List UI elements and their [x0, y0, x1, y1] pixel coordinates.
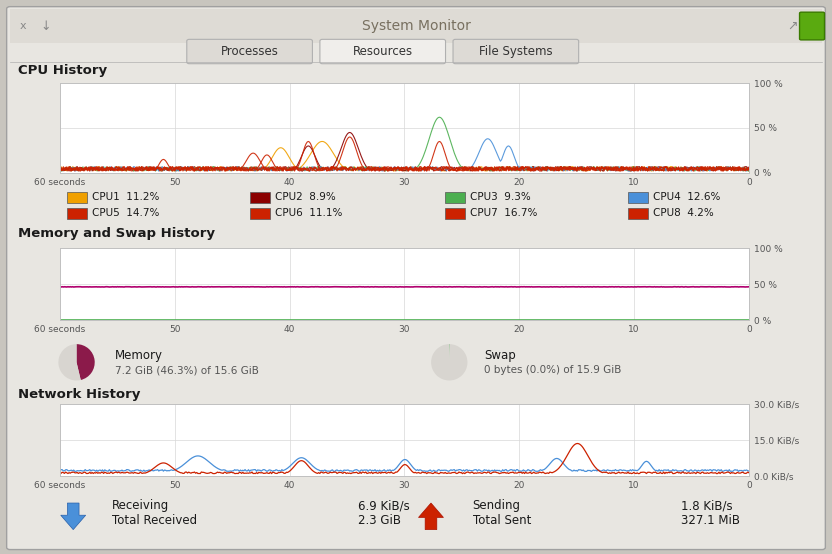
Bar	[628, 192, 648, 203]
Bar	[67, 192, 87, 203]
Text: CPU4  12.6%: CPU4 12.6%	[653, 192, 721, 202]
FancyBboxPatch shape	[319, 39, 446, 64]
Text: CPU3  9.3%: CPU3 9.3%	[470, 192, 531, 202]
Bar	[67, 208, 87, 219]
Text: x: x	[20, 21, 27, 31]
Text: File Systems: File Systems	[479, 45, 552, 58]
Text: 2.3 GiB: 2.3 GiB	[358, 514, 401, 527]
Text: ↓: ↓	[41, 19, 51, 33]
Text: Swap: Swap	[484, 349, 516, 362]
Text: Total Sent: Total Sent	[473, 514, 531, 527]
FancyBboxPatch shape	[7, 7, 825, 550]
Wedge shape	[58, 344, 81, 381]
Bar	[250, 208, 270, 219]
Text: CPU History: CPU History	[18, 64, 107, 78]
Wedge shape	[77, 344, 95, 380]
Text: Network History: Network History	[18, 388, 141, 401]
Text: ↗: ↗	[787, 19, 797, 33]
FancyBboxPatch shape	[186, 39, 312, 64]
Text: Processes: Processes	[220, 45, 279, 58]
Text: Total Received: Total Received	[112, 514, 197, 527]
Text: CPU7  16.7%: CPU7 16.7%	[470, 208, 537, 218]
Text: 7.2 GiB (46.3%) of 15.6 GiB: 7.2 GiB (46.3%) of 15.6 GiB	[115, 365, 259, 375]
FancyArrow shape	[61, 503, 86, 530]
Text: Memory: Memory	[115, 349, 163, 362]
Text: System Monitor: System Monitor	[362, 19, 470, 33]
Text: CPU6  11.1%: CPU6 11.1%	[275, 208, 342, 218]
Text: 6.9 KiB/s: 6.9 KiB/s	[358, 499, 409, 512]
Text: Receiving: Receiving	[112, 499, 170, 512]
Bar	[445, 208, 465, 219]
Text: Resources: Resources	[353, 45, 413, 58]
Text: CPU8  4.2%: CPU8 4.2%	[653, 208, 714, 218]
Bar	[628, 208, 648, 219]
Text: CPU1  11.2%: CPU1 11.2%	[92, 192, 159, 202]
Text: 327.1 MiB: 327.1 MiB	[681, 514, 740, 527]
Wedge shape	[431, 344, 468, 381]
FancyBboxPatch shape	[453, 39, 579, 64]
FancyArrow shape	[418, 503, 443, 530]
Text: 1.8 KiB/s: 1.8 KiB/s	[681, 499, 732, 512]
Bar	[250, 192, 270, 203]
FancyBboxPatch shape	[800, 12, 825, 40]
Text: CPU2  8.9%: CPU2 8.9%	[275, 192, 335, 202]
Bar	[10, 9, 822, 43]
Text: 0 bytes (0.0%) of 15.9 GiB: 0 bytes (0.0%) of 15.9 GiB	[484, 365, 622, 375]
Text: Sending: Sending	[473, 499, 521, 512]
Bar	[445, 192, 465, 203]
Text: Memory and Swap History: Memory and Swap History	[18, 227, 215, 240]
Text: CPU5  14.7%: CPU5 14.7%	[92, 208, 159, 218]
